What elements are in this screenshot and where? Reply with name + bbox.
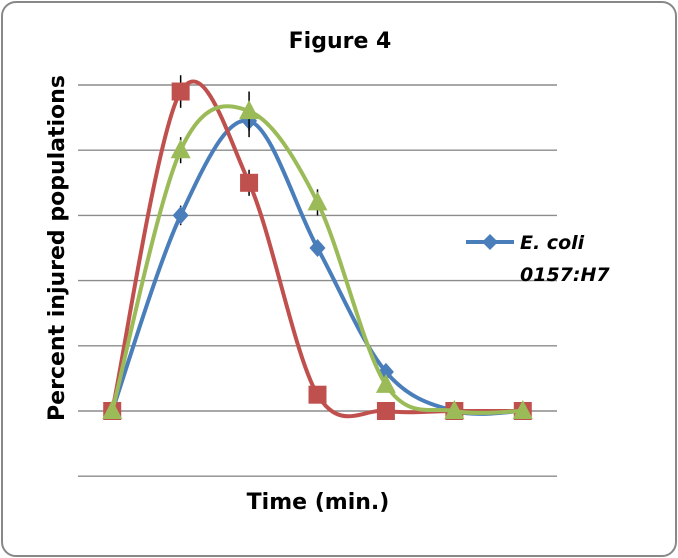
series-line (110, 118, 525, 416)
gridlines (78, 84, 557, 477)
data-point (170, 139, 191, 159)
legend: E. coli 0157:H7 (466, 232, 610, 286)
data-point (309, 239, 326, 257)
chart-title: Figure 4 (289, 29, 392, 54)
legend-marker (482, 234, 498, 250)
series-line (110, 104, 525, 415)
data-point (375, 373, 396, 393)
data-point (444, 400, 465, 419)
data-point (172, 206, 189, 225)
data-point (512, 400, 533, 419)
data-point (376, 402, 395, 420)
data-point (102, 400, 123, 419)
series-3 (102, 91, 533, 419)
data-point (308, 385, 327, 404)
data-point (240, 173, 259, 192)
series-layer (102, 75, 533, 420)
data-point (307, 191, 328, 211)
data-point (171, 82, 190, 101)
legend-label-line1: E. coli (520, 232, 585, 254)
y-axis-label: Percent injured populations (45, 75, 70, 421)
x-axis-label: Time (min.) (247, 490, 390, 515)
data-point (239, 100, 260, 120)
legend-label-line2: 0157:H7 (520, 264, 610, 286)
